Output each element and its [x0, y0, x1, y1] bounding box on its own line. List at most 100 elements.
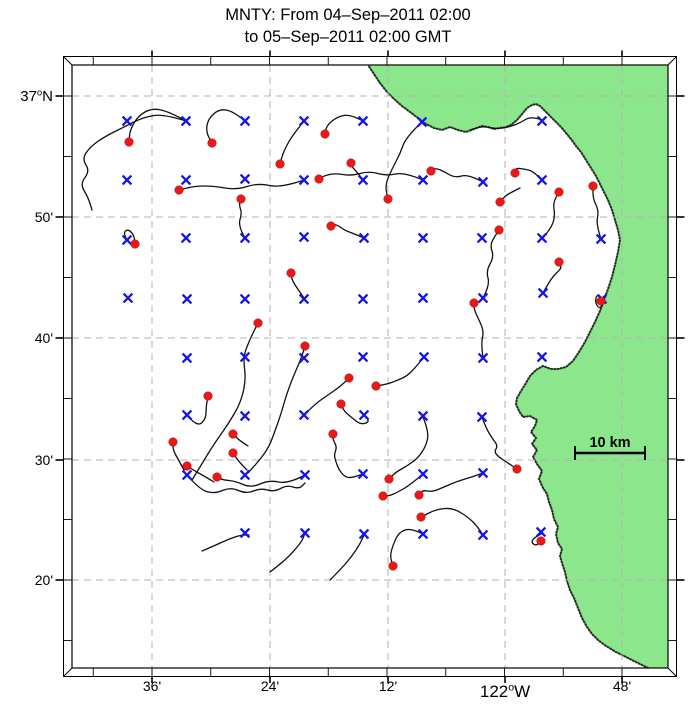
grid-point-x-marker: [357, 174, 369, 186]
figure-title-line2: to 05–Sep–2011 02:00 GMT: [244, 28, 451, 46]
drifter-trajectory: [216, 474, 306, 487]
x-stroke: [537, 287, 549, 299]
x-stroke: [121, 234, 133, 246]
x-stroke: [357, 468, 369, 480]
x-stroke: [299, 469, 311, 481]
grid-point-x-marker: [417, 468, 429, 480]
x-stroke: [417, 410, 429, 422]
drifter-end-dot: [326, 221, 336, 231]
drifter-end-dot: [554, 187, 564, 197]
drifter-end-dot: [236, 194, 246, 204]
drifter-trajectory: [542, 261, 562, 294]
x-tick-label: 12': [379, 678, 397, 694]
drifter-trajectory: [332, 433, 364, 479]
grid-point-x-marker: [181, 469, 193, 481]
drifter-end-dot: [336, 399, 346, 409]
grid-point-x-marker: [298, 115, 310, 127]
drifter-trajectory: [473, 302, 484, 358]
drifter-trajectory: [191, 322, 259, 481]
grid-point-x-marker: [358, 409, 370, 421]
x-stroke: [418, 351, 430, 363]
x-stroke: [357, 351, 369, 363]
grid-point-x-marker: [239, 351, 251, 363]
x-stroke: [595, 233, 607, 245]
x-stroke: [298, 231, 310, 243]
trajectory-layer: [81, 108, 604, 581]
drifter-trajectory: [232, 433, 249, 447]
grid-point-x-marker: [537, 287, 549, 299]
y-tick-label: 50': [35, 209, 53, 225]
drifter-trajectory: [499, 187, 521, 203]
x-stroke: [181, 409, 193, 421]
grid-point-x-marker: [417, 232, 429, 244]
drifter-end-dot: [228, 448, 238, 458]
x-stroke: [476, 232, 488, 244]
grid-point-x-marker: [298, 409, 310, 421]
grid-point-x-marker: [298, 293, 310, 305]
drifter-trajectory: [469, 117, 543, 131]
x-stroke: [417, 232, 429, 244]
drifter-end-dot: [510, 168, 520, 178]
drifter-end-dot: [426, 166, 436, 176]
drifter-end-dot: [383, 194, 393, 204]
drifter-trajectory: [592, 185, 602, 240]
drifter-trajectory: [178, 179, 305, 191]
drifter-trajectory: [418, 472, 484, 496]
drifter-trajectory: [375, 356, 425, 387]
drifter-end-dot: [275, 159, 285, 169]
drifter-trajectory: [382, 473, 424, 497]
x-stroke: [357, 115, 369, 127]
x-stroke: [181, 352, 193, 364]
grid-point-x-marker: [122, 292, 134, 304]
grid-point-x-marker: [239, 293, 251, 305]
grid-point-x-marker: [180, 115, 192, 127]
drifter-end-dot: [182, 461, 192, 471]
x-stroke: [477, 529, 489, 541]
grid-point-x-marker: [536, 174, 548, 186]
drifter-trajectory: [172, 441, 185, 471]
grid-point-x-marker: [416, 116, 428, 128]
x-stroke: [298, 115, 310, 127]
x-stroke: [239, 410, 251, 422]
drifter-trajectory: [430, 168, 484, 183]
x-stroke: [121, 174, 133, 186]
drifter-trajectory: [318, 171, 424, 181]
drifter-trajectory: [290, 272, 305, 299]
drifter-trajectory: [279, 120, 305, 165]
grid-point-x-marker: [299, 527, 311, 539]
figure-title-line1: MNTY: From 04–Sep–2011 02:00: [225, 6, 471, 24]
grid-point-x-marker: [181, 352, 193, 364]
x-stroke: [417, 174, 429, 186]
grid-point-x-marker: [239, 115, 251, 127]
frame-corner-miter: [63, 56, 73, 66]
frame-corner-miter: [63, 667, 73, 677]
grid-point-x-marker: [180, 232, 192, 244]
x-stroke: [122, 292, 134, 304]
x-stroke: [477, 292, 489, 304]
drifter-trajectory: [81, 114, 187, 211]
drifter-trajectory: [481, 416, 518, 470]
grid-point-x-marker: [477, 467, 489, 479]
drifter-end-dot: [124, 137, 134, 147]
frame-corner-miter: [667, 56, 677, 66]
grid-point-x-marker: [181, 409, 193, 421]
drifter-end-dot: [384, 474, 394, 484]
x-stroke: [239, 527, 251, 539]
grid-point-x-marker: [417, 174, 429, 186]
x-stroke: [416, 116, 428, 128]
x-stroke: [536, 115, 548, 127]
drifter-trajectory: [269, 532, 306, 573]
marker-layer: [121, 115, 608, 571]
drifter-end-dot: [596, 296, 606, 306]
drifter-end-dot: [174, 185, 184, 195]
grid-point-x-marker: [180, 174, 192, 186]
x-stroke: [536, 232, 548, 244]
drifter-end-dot: [228, 429, 238, 439]
grid-point-x-marker: [357, 115, 369, 127]
drifter-end-dot: [512, 464, 522, 474]
grid-point-x-marker: [417, 410, 429, 422]
drifter-end-dot: [346, 158, 356, 168]
drifter-end-dot: [328, 429, 338, 439]
drifter-end-dot: [388, 561, 398, 571]
